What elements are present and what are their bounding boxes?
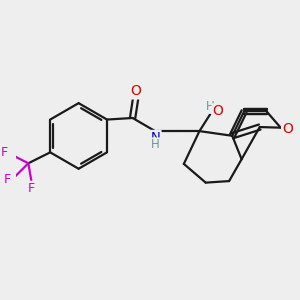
- Text: O: O: [130, 84, 141, 98]
- Text: O: O: [282, 122, 293, 136]
- Text: F: F: [1, 146, 8, 160]
- Text: F: F: [28, 182, 35, 195]
- Text: H: H: [151, 138, 160, 151]
- Text: F: F: [4, 173, 11, 186]
- Text: H: H: [206, 100, 215, 113]
- Text: N: N: [151, 131, 160, 144]
- Text: O: O: [213, 104, 224, 118]
